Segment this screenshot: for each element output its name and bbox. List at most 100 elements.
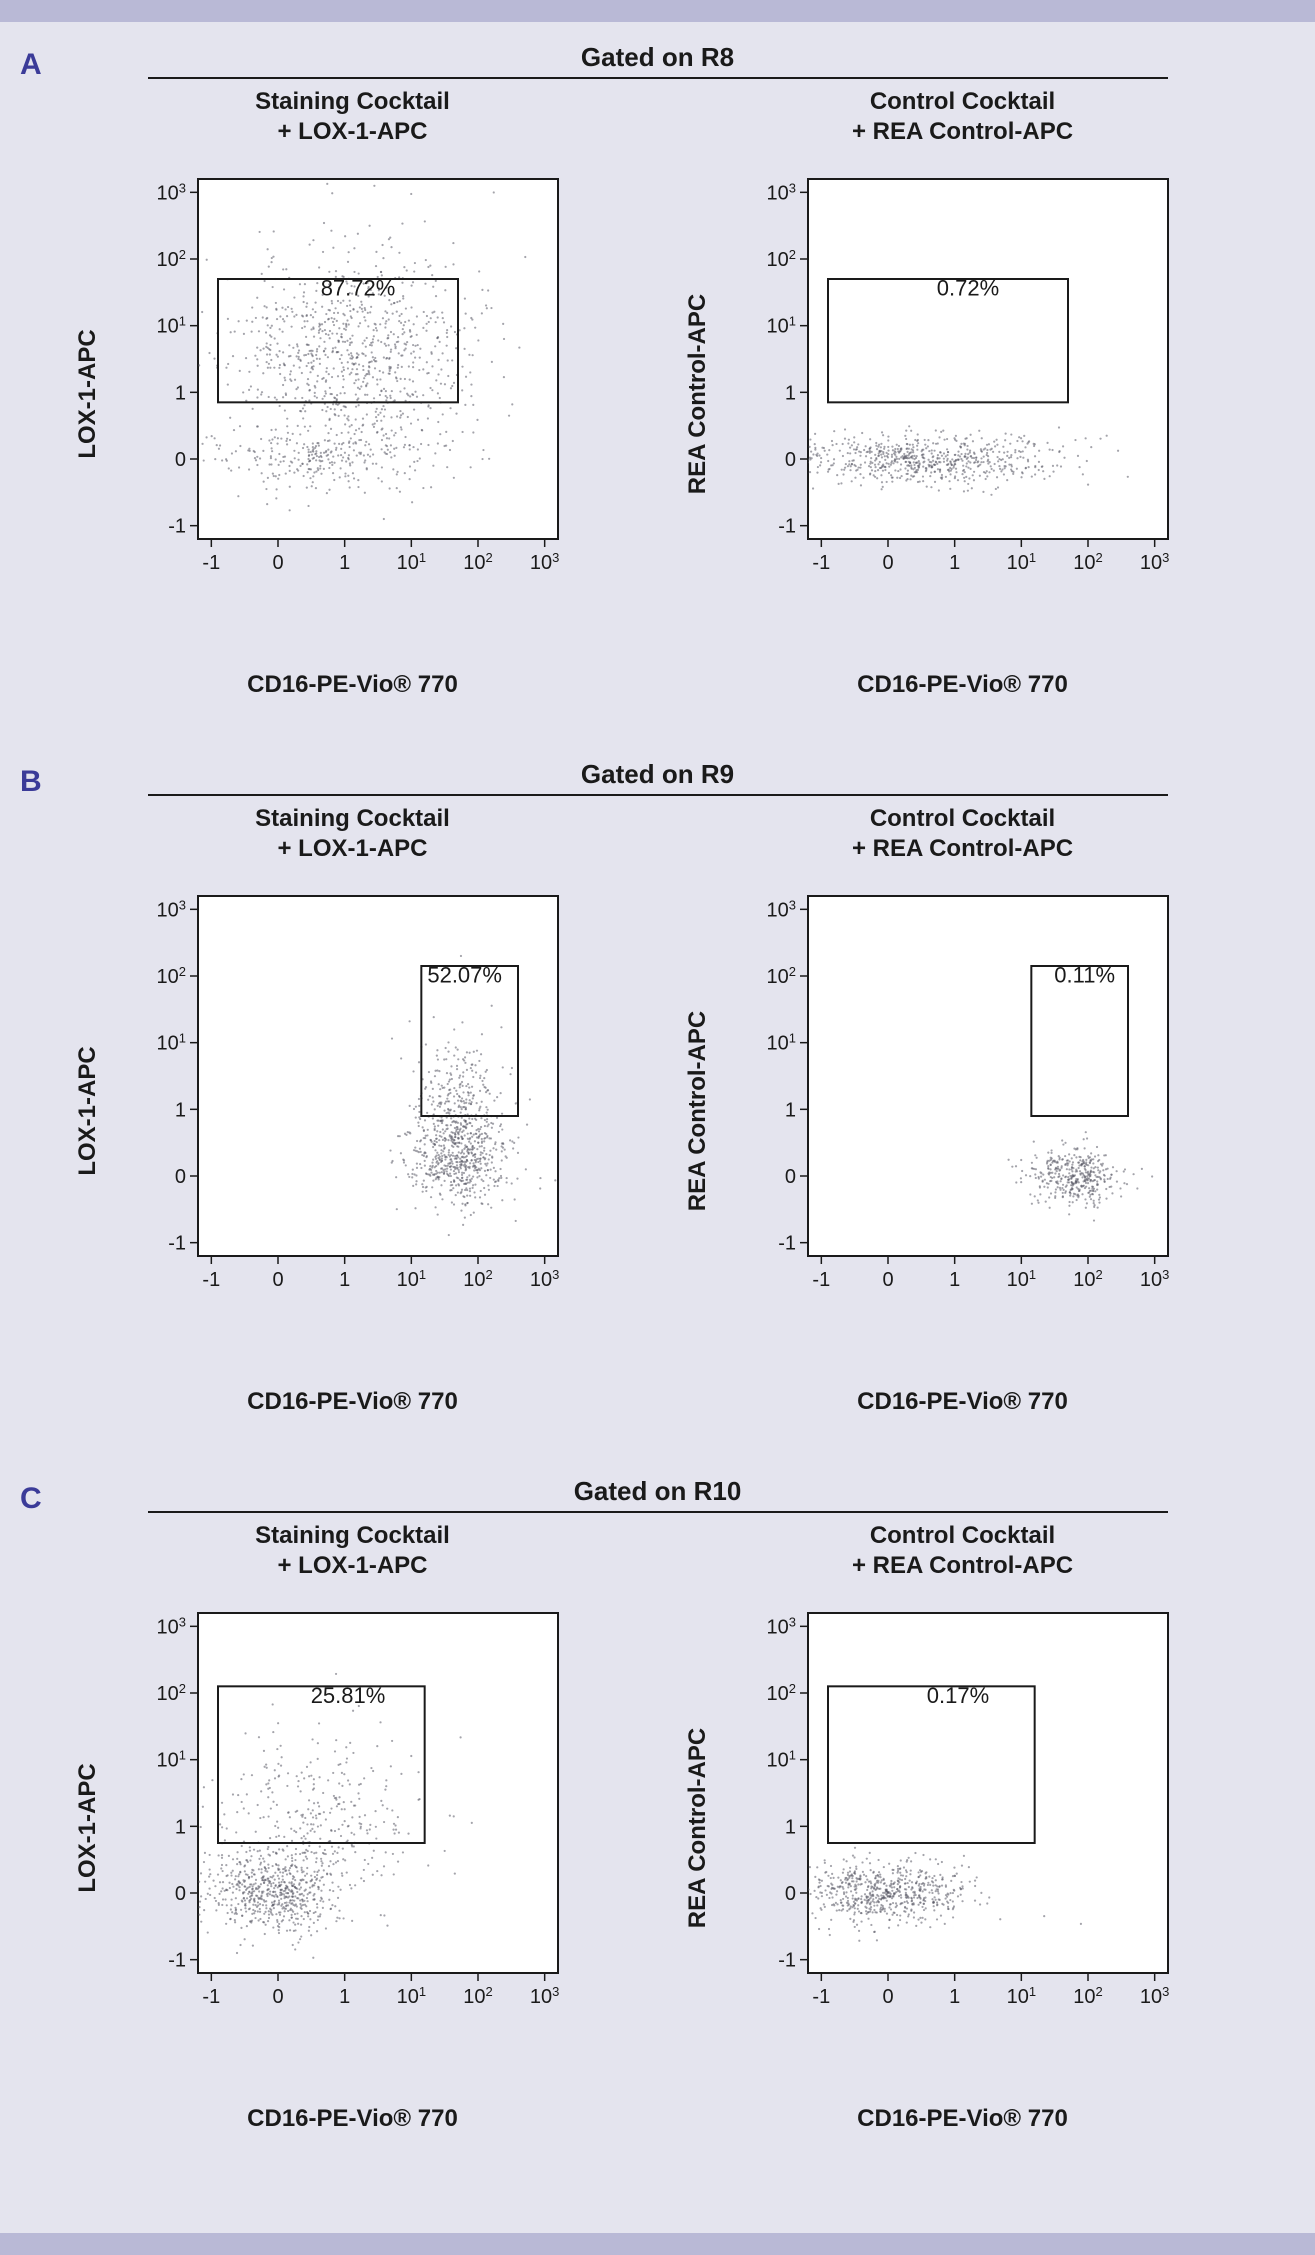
svg-text:-1: -1 [202,1269,220,1291]
gate-percentage: 0.11% [1054,963,1115,988]
plot-subtitle: Control Cocktail+ REA Control-APC [852,87,1073,149]
panel-letter: A [20,48,42,82]
svg-text:102: 102 [156,247,185,272]
svg-text:101: 101 [396,1984,425,2009]
plot-column: Control Cocktail+ REA Control-APC 0.11% -1… [728,804,1198,1416]
y-axis-label: LOX-1-APC [74,329,102,458]
x-axis-label: CD16-PE-Vio® 770 [247,671,458,699]
svg-text:103: 103 [1139,1267,1168,1292]
svg-text:-1: -1 [778,1950,796,1972]
plot-subtitle: Control Cocktail+ REA Control-APC [852,804,1073,866]
svg-text:101: 101 [766,1030,795,1055]
svg-text:102: 102 [1073,550,1102,575]
svg-text:101: 101 [396,550,425,575]
svg-text:-1: -1 [202,1986,220,2008]
bottom-accent-bar [0,2233,1315,2255]
svg-text:101: 101 [156,1030,185,1055]
svg-text:103: 103 [766,1614,795,1639]
svg-text:1: 1 [174,382,185,404]
gate-header: Gated on R8 [148,42,1168,79]
y-axis-label: REA Control-APC [684,1011,712,1211]
svg-text:-1: -1 [812,1986,830,2008]
plot-column: Control Cocktail+ REA Control-APC 0.72% -1… [728,87,1198,699]
svg-text:-1: -1 [812,1269,830,1291]
svg-text:102: 102 [463,1984,492,2009]
svg-text:0: 0 [272,1986,283,2008]
svg-text:102: 102 [156,964,185,989]
panel-letter: C [20,1482,42,1516]
scatter-plot: 87.72%-101101102103-101101102103LOX-1-AP… [118,159,588,629]
y-axis-label: REA Control-APC [684,1728,712,1928]
svg-text:103: 103 [766,180,795,205]
svg-text:1: 1 [949,552,960,574]
plot-column: Staining Cocktail+ LOX-1-APC 87.72% -1 0 1 10… [118,87,588,699]
svg-text:-1: -1 [812,552,830,574]
svg-text:101: 101 [1006,1267,1035,1292]
scatter-plot: 25.81%-101101102103-101101102103LOX-1-AP… [118,1593,588,2063]
plot-column: Control Cocktail+ REA Control-APC 0.17% -1… [728,1521,1198,2133]
x-axis-label: CD16-PE-Vio® 770 [247,1388,458,1416]
y-axis-label: REA Control-APC [684,294,712,494]
svg-text:103: 103 [1139,1984,1168,2009]
svg-text:102: 102 [156,1681,185,1706]
gate-header: Gated on R10 [148,1476,1168,1513]
x-axis-label: CD16-PE-Vio® 770 [857,671,1068,699]
svg-text:0: 0 [784,1883,795,1905]
svg-text:103: 103 [529,550,558,575]
plot-column: Staining Cocktail+ LOX-1-APC25.81%-10110… [118,1521,588,2133]
y-axis-label: LOX-1-APC [74,1046,102,1175]
svg-text:102: 102 [463,1267,492,1292]
plot-pair: Staining Cocktail+ LOX-1-APC52.07%-10110… [60,804,1255,1416]
scatter-plot: 52.07%-101101102103-101101102103LOX-1-AP… [118,876,588,1346]
figure-container: A Gated on R8 Staining Cocktail+ LOX-1-APC… [0,22,1315,2233]
svg-text:1: 1 [174,1816,185,1838]
svg-text:1: 1 [949,1269,960,1291]
panel-letter: B [20,765,42,799]
svg-text:1: 1 [339,1986,350,2008]
svg-text:-1: -1 [168,516,186,538]
plot-pair: Staining Cocktail+ LOX-1-APC25.81%-10110… [60,1521,1255,2133]
plot-column: Staining Cocktail+ LOX-1-APC 52.07% -1 0 1 10… [118,804,588,1416]
svg-text:103: 103 [766,897,795,922]
svg-text:0: 0 [882,552,893,574]
svg-text:1: 1 [339,552,350,574]
svg-text:102: 102 [766,964,795,989]
svg-text:0: 0 [784,1166,795,1188]
gate-percentage: 25.81% [310,1683,385,1708]
svg-text:-1: -1 [202,552,220,574]
svg-text:103: 103 [156,897,185,922]
svg-text:101: 101 [156,313,185,338]
x-axis-label: CD16-PE-Vio® 770 [857,2105,1068,2133]
svg-text:103: 103 [529,1267,558,1292]
plot-pair: Staining Cocktail+ LOX-1-APC87.72%-10110… [60,87,1255,699]
gate-percentage: 0.17% [926,1683,988,1708]
plot-subtitle: Control Cocktail+ REA Control-APC [852,1521,1073,1583]
svg-text:0: 0 [174,449,185,471]
svg-text:0: 0 [882,1269,893,1291]
svg-text:1: 1 [784,1816,795,1838]
gate-percentage: 0.72% [936,276,998,301]
svg-text:103: 103 [156,1614,185,1639]
svg-text:-1: -1 [778,1233,796,1255]
gate-percentage: 87.72% [320,276,395,301]
gate-percentage: 52.07% [427,963,502,988]
svg-text:1: 1 [784,382,795,404]
svg-text:1: 1 [174,1099,185,1121]
scatter-plot: 0.72%-101101102103-101101102103REA Contr… [728,159,1198,629]
svg-text:103: 103 [1139,550,1168,575]
panel-row-b: BGated on R9Staining Cocktail+ LOX-1-APC… [60,759,1255,1416]
svg-text:102: 102 [766,1681,795,1706]
svg-text:1: 1 [784,1099,795,1121]
svg-text:101: 101 [156,1747,185,1772]
plot-subtitle: Staining Cocktail+ LOX-1-APC [255,87,450,149]
svg-text:1: 1 [949,1986,960,2008]
panel-row-c: CGated on R10Staining Cocktail+ LOX-1-AP… [60,1476,1255,2133]
svg-text:-1: -1 [168,1233,186,1255]
svg-text:103: 103 [529,1984,558,2009]
plot-subtitle: Staining Cocktail+ LOX-1-APC [255,804,450,866]
svg-text:0: 0 [784,449,795,471]
svg-text:0: 0 [174,1166,185,1188]
svg-text:0: 0 [174,1883,185,1905]
x-axis-label: CD16-PE-Vio® 770 [857,1388,1068,1416]
svg-text:101: 101 [766,313,795,338]
